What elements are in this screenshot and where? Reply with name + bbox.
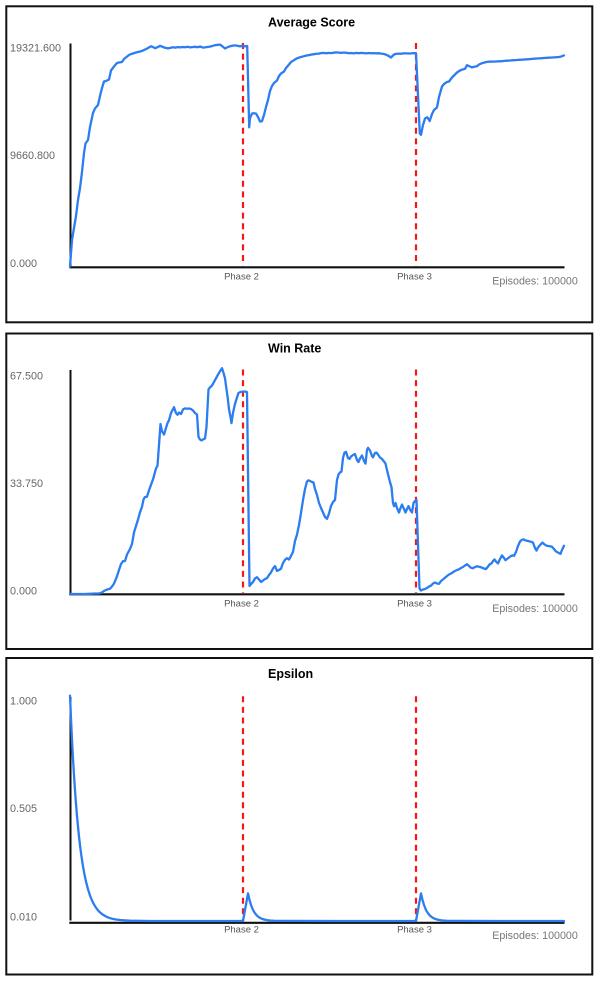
svg-text:Epsilon: Epsilon xyxy=(268,667,313,681)
svg-text:0.000: 0.000 xyxy=(10,585,37,597)
svg-text:Phase 3: Phase 3 xyxy=(397,271,432,282)
svg-text:19321.600: 19321.600 xyxy=(10,43,61,55)
svg-text:0.000: 0.000 xyxy=(10,258,37,270)
svg-text:Average Score: Average Score xyxy=(268,15,355,29)
svg-text:0.010: 0.010 xyxy=(10,911,37,923)
svg-text:67.500: 67.500 xyxy=(10,371,43,383)
svg-text:0.505: 0.505 xyxy=(10,803,37,815)
svg-text:1.000: 1.000 xyxy=(10,696,37,708)
svg-text:Phase 2: Phase 2 xyxy=(224,598,259,609)
svg-text:Phase 3: Phase 3 xyxy=(397,598,432,609)
svg-text:Episodes: 100000: Episodes: 100000 xyxy=(492,603,578,615)
svg-text:Phase 3: Phase 3 xyxy=(397,924,432,935)
svg-text:33.750: 33.750 xyxy=(10,478,43,490)
svg-text:Phase 2: Phase 2 xyxy=(224,924,259,935)
svg-text:Win Rate: Win Rate xyxy=(268,342,321,356)
svg-text:Phase 2: Phase 2 xyxy=(224,271,259,282)
svg-text:Episodes: 100000: Episodes: 100000 xyxy=(492,930,578,942)
svg-text:Episodes: 100000: Episodes: 100000 xyxy=(492,276,578,288)
svg-text:9660.800: 9660.800 xyxy=(10,150,55,162)
